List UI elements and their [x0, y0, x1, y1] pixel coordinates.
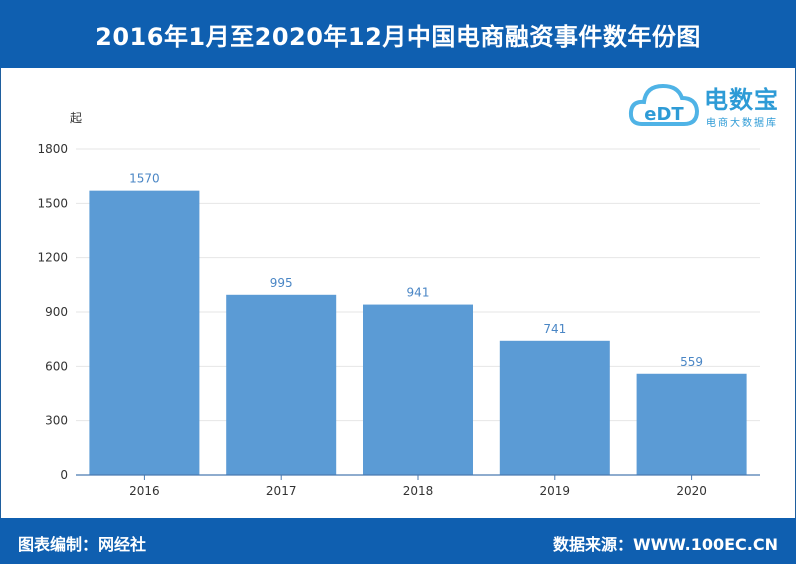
- y-tick-label: 1500: [37, 196, 68, 210]
- data-label: 559: [680, 355, 703, 369]
- x-tick-label: 2018: [403, 484, 434, 498]
- data-label: 995: [270, 276, 293, 290]
- bar: [363, 304, 473, 475]
- y-tick-label: 1800: [37, 142, 68, 156]
- bar: [499, 340, 610, 475]
- logo-brand: 电数宝: [704, 86, 779, 114]
- x-tick-label: 2019: [540, 484, 571, 498]
- data-label: 1570: [129, 172, 160, 186]
- bar: [89, 190, 200, 475]
- cloud-logo-icon: eDT: [628, 83, 700, 126]
- x-tick-label: 2020: [676, 484, 707, 498]
- footer-banner: 图表编制：网经社 数据来源：WWW.100EC.CN: [0, 518, 796, 564]
- y-tick-label: 300: [45, 414, 68, 428]
- bar-chart: 0 300 600 900 1200 1500 1800 起 1570 2016 995 2017 94…: [37, 111, 760, 498]
- chart-title-banner: 2016年1月至2020年12月中国电商融资事件数年份图: [0, 0, 796, 68]
- footer-source: 数据来源：WWW.100EC.CN: [552, 535, 778, 554]
- x-tick-label: 2017: [266, 484, 297, 498]
- footer-compiler: 图表编制：网经社: [18, 535, 147, 554]
- chart-title: 2016年1月至2020年12月中国电商融资事件数年份图: [95, 22, 701, 51]
- logo: eDT 电数宝 电商大数据库: [628, 74, 788, 136]
- y-tick-label: 600: [45, 359, 68, 373]
- data-label: 741: [543, 322, 566, 336]
- bar: [226, 294, 337, 475]
- y-tick-label: 0: [60, 468, 68, 482]
- x-tick-label: 2016: [129, 484, 160, 498]
- logo-mark: eDT: [644, 104, 684, 125]
- y-tick-label: 900: [45, 305, 68, 319]
- data-label: 941: [407, 286, 430, 300]
- y-tick-label: 1200: [37, 251, 68, 265]
- y-axis-unit-label: 起: [70, 111, 82, 125]
- bar: [636, 373, 747, 475]
- logo-tagline: 电商大数据库: [706, 118, 778, 129]
